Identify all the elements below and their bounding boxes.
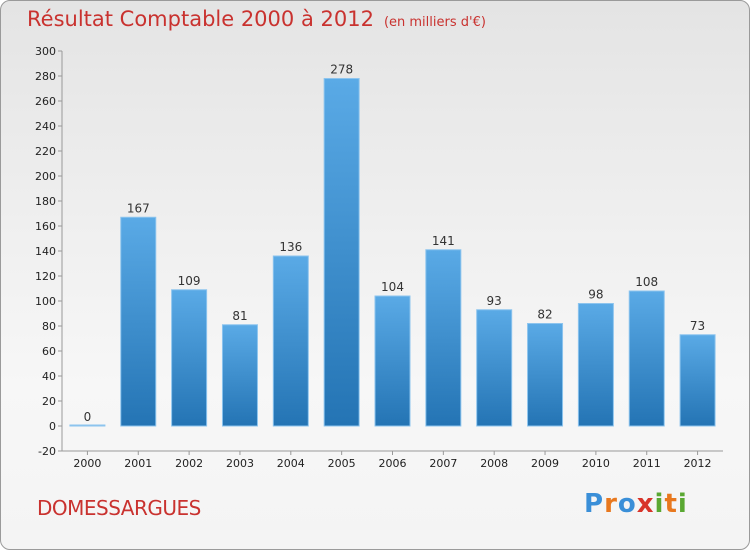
bar-2001[interactable] bbox=[120, 216, 157, 427]
y-tick-label: 80 bbox=[42, 320, 56, 333]
bar-2008[interactable] bbox=[476, 309, 513, 427]
logo-letter: x bbox=[636, 489, 655, 519]
logo-letter: o bbox=[617, 489, 637, 519]
bar-2003[interactable] bbox=[221, 324, 258, 427]
y-tick-label: 180 bbox=[35, 195, 56, 208]
data-label-2009: 82 bbox=[537, 308, 552, 322]
data-label-2010: 98 bbox=[588, 288, 603, 302]
y-tick-label: 160 bbox=[35, 220, 56, 233]
y-tick-label: 40 bbox=[42, 370, 56, 383]
logo-letter: i bbox=[654, 489, 665, 519]
y-tick-label: 140 bbox=[35, 245, 56, 258]
x-tick-label-2008: 2008 bbox=[480, 457, 508, 470]
bar-2012[interactable] bbox=[679, 334, 716, 427]
x-tick-label-2004: 2004 bbox=[277, 457, 305, 470]
data-label-2000: 0 bbox=[84, 410, 92, 424]
x-tick-label-2012: 2012 bbox=[684, 457, 712, 470]
data-label-2005: 278 bbox=[330, 63, 353, 77]
commune-name: DOMESSARGUES bbox=[37, 496, 201, 520]
bar-2007[interactable] bbox=[425, 249, 462, 427]
data-label-2001: 167 bbox=[127, 201, 150, 215]
x-tick-label-2006: 2006 bbox=[379, 457, 407, 470]
y-tick-label: 200 bbox=[35, 170, 56, 183]
y-tick-label: 100 bbox=[35, 295, 56, 308]
y-tick-label: 0 bbox=[49, 420, 56, 433]
data-label-2007: 141 bbox=[432, 234, 455, 248]
x-tick-label-2003: 2003 bbox=[226, 457, 254, 470]
x-tick-label-2010: 2010 bbox=[582, 457, 610, 470]
y-tick-label: 300 bbox=[35, 45, 56, 58]
bar-2002[interactable] bbox=[171, 289, 208, 427]
proxiti-logo[interactable]: Proxiti bbox=[584, 489, 688, 519]
data-label-2011: 108 bbox=[635, 275, 658, 289]
y-tick-label: -20 bbox=[38, 445, 56, 458]
data-label-2006: 104 bbox=[381, 280, 404, 294]
bar-2010[interactable] bbox=[577, 303, 614, 427]
y-tick-label: 20 bbox=[42, 395, 56, 408]
data-label-2004: 136 bbox=[279, 240, 302, 254]
y-tick-label: 260 bbox=[35, 95, 56, 108]
data-label-2002: 109 bbox=[178, 274, 201, 288]
y-tick-label: 220 bbox=[35, 145, 56, 158]
logo-letter: i bbox=[677, 489, 688, 519]
bar-2000[interactable] bbox=[69, 424, 106, 427]
x-tick-label-2000: 2000 bbox=[73, 457, 101, 470]
data-label-2003: 81 bbox=[232, 309, 247, 323]
bar-2009[interactable] bbox=[527, 323, 564, 427]
chart-title: Résultat Comptable 2000 à 2012 (en millie… bbox=[27, 7, 486, 31]
y-tick-label: 280 bbox=[35, 70, 56, 83]
x-tick-label-2002: 2002 bbox=[175, 457, 203, 470]
bar-2006[interactable] bbox=[374, 295, 411, 427]
bar-2004[interactable] bbox=[272, 255, 309, 427]
data-label-2008: 93 bbox=[487, 294, 502, 308]
logo-letter: t bbox=[664, 489, 678, 519]
data-label-2012: 73 bbox=[690, 319, 705, 333]
x-tick-label-2001: 2001 bbox=[124, 457, 152, 470]
chart-subtitle: (en milliers d'€) bbox=[383, 15, 486, 30]
x-tick-label-2011: 2011 bbox=[633, 457, 661, 470]
y-tick-label: 240 bbox=[35, 120, 56, 133]
bar-2011[interactable] bbox=[628, 290, 665, 427]
x-tick-label-2007: 2007 bbox=[429, 457, 457, 470]
logo-letter: P bbox=[584, 489, 605, 519]
y-tick-label: 60 bbox=[42, 345, 56, 358]
x-tick-label-2009: 2009 bbox=[531, 457, 559, 470]
x-tick-label-2005: 2005 bbox=[328, 457, 356, 470]
logo-letter: r bbox=[604, 489, 618, 519]
bar-2005[interactable] bbox=[323, 78, 360, 427]
chart-title-text: Résultat Comptable 2000 à 2012 bbox=[27, 7, 374, 31]
y-tick-label: 120 bbox=[35, 270, 56, 283]
